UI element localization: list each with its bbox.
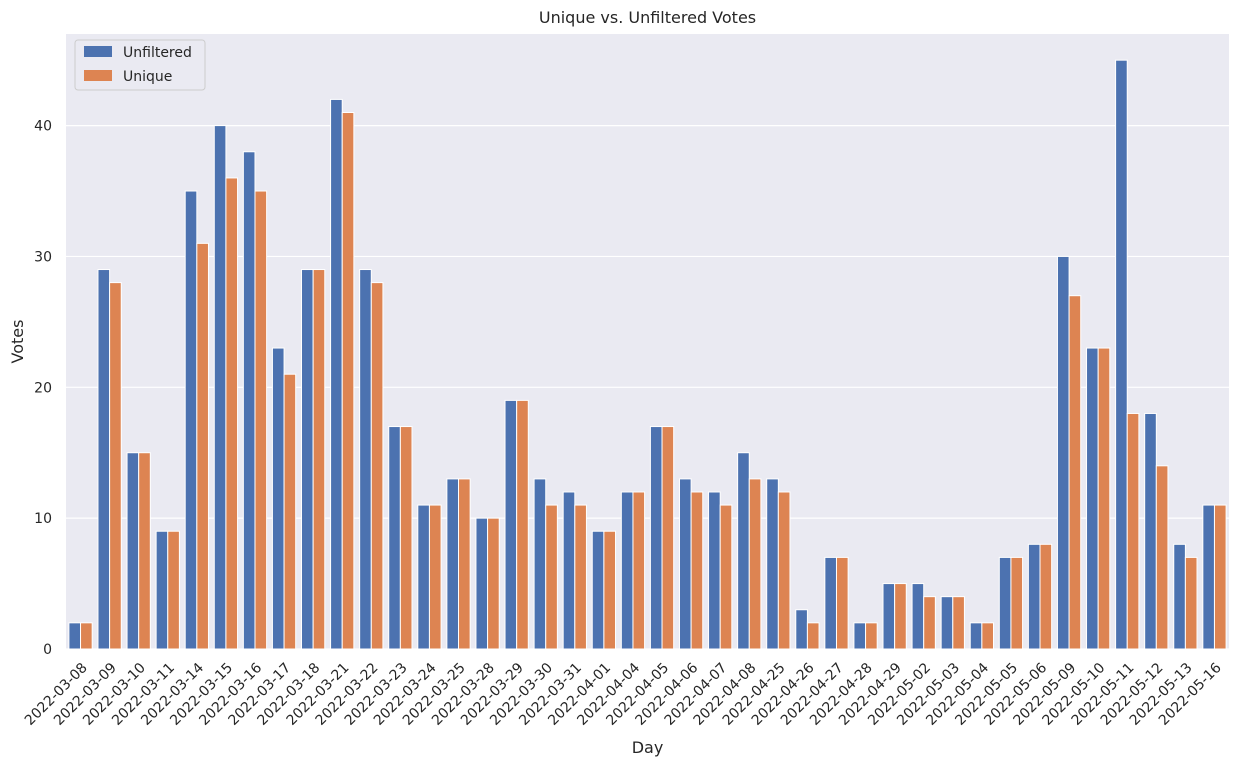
bar-unique bbox=[109, 282, 122, 650]
bar-unfiltered bbox=[1202, 504, 1215, 650]
bar-unique bbox=[981, 622, 994, 650]
bar-unfiltered bbox=[998, 556, 1012, 650]
bar-unique bbox=[138, 452, 151, 650]
bar-unique bbox=[923, 596, 936, 650]
bar-unique bbox=[1213, 504, 1227, 650]
bar-unfiltered bbox=[824, 556, 837, 650]
bar-unfiltered bbox=[213, 125, 227, 650]
bar-unique bbox=[196, 242, 209, 650]
legend-swatch-unfiltered bbox=[84, 46, 112, 57]
bar-unfiltered bbox=[242, 151, 256, 650]
bar-unfiltered bbox=[155, 530, 169, 650]
bar-unfiltered bbox=[853, 622, 867, 650]
bar-unique bbox=[1184, 556, 1198, 650]
plot-area bbox=[66, 34, 1229, 649]
bar-unfiltered bbox=[475, 517, 489, 650]
y-axis-title: Votes bbox=[8, 320, 27, 364]
bar-unfiltered bbox=[562, 491, 576, 650]
bar-unfiltered bbox=[940, 596, 954, 650]
bar-unique bbox=[661, 426, 675, 650]
bar-unfiltered bbox=[708, 491, 721, 650]
bar-unfiltered bbox=[126, 452, 140, 650]
bar-unfiltered bbox=[795, 609, 808, 650]
bar-unique bbox=[952, 596, 965, 650]
bar-unique bbox=[894, 583, 907, 650]
bar-unique bbox=[777, 491, 791, 650]
bar-unfiltered bbox=[184, 190, 198, 650]
bar-unique bbox=[1126, 412, 1140, 650]
bar-unique bbox=[1097, 347, 1111, 650]
bar-unfiltered bbox=[504, 399, 518, 650]
bar-unique bbox=[574, 504, 587, 650]
bar-unique bbox=[370, 282, 384, 650]
bar-unique bbox=[167, 530, 180, 650]
bar-unfiltered bbox=[68, 622, 82, 650]
bar-unique bbox=[865, 622, 878, 650]
bar-unique bbox=[632, 491, 646, 650]
bar-unfiltered bbox=[1115, 59, 1128, 650]
bar-unfiltered bbox=[911, 583, 925, 650]
bar-unique bbox=[1155, 465, 1169, 650]
bar-unique bbox=[312, 269, 326, 650]
bar-unfiltered bbox=[649, 426, 663, 650]
y-tick-label: 40 bbox=[34, 119, 52, 135]
x-axis-title: Day bbox=[632, 738, 664, 757]
bar-unique bbox=[254, 190, 268, 650]
bar-unfiltered bbox=[969, 622, 983, 650]
bar-unique bbox=[1039, 543, 1053, 650]
x-axis: 2022-03-082022-03-092022-03-102022-03-11… bbox=[22, 660, 1225, 729]
bar-unique bbox=[1010, 556, 1024, 650]
bar-unique bbox=[428, 504, 442, 650]
bar-unique bbox=[80, 622, 93, 650]
bar-unique bbox=[690, 491, 704, 650]
bar-unfiltered bbox=[1027, 543, 1041, 650]
bar-unfiltered bbox=[1173, 543, 1186, 650]
bar-unique bbox=[283, 373, 297, 650]
bar-unfiltered bbox=[271, 347, 285, 650]
y-axis: 0 10 20 30 40 bbox=[34, 119, 52, 658]
y-tick-label: 20 bbox=[34, 380, 52, 396]
bar-unique bbox=[225, 177, 239, 650]
bar-unique bbox=[748, 478, 762, 650]
bar-unique bbox=[341, 112, 355, 650]
bar-unique bbox=[835, 556, 849, 650]
bar-unfiltered bbox=[620, 491, 634, 650]
bar-unfiltered bbox=[417, 504, 430, 650]
bar-unfiltered bbox=[882, 583, 896, 650]
y-tick-label: 30 bbox=[34, 249, 52, 265]
bar-unique bbox=[516, 399, 529, 650]
bar-unfiltered bbox=[1056, 255, 1070, 650]
legend-label-unique: Unique bbox=[123, 69, 172, 85]
bar-unfiltered bbox=[1144, 412, 1157, 650]
bar-unique bbox=[806, 622, 820, 650]
legend: Unfiltered Unique bbox=[74, 39, 206, 91]
bar-unfiltered bbox=[330, 98, 343, 650]
bar-unfiltered bbox=[678, 478, 692, 650]
bar-unique bbox=[399, 426, 413, 650]
bar-unfiltered bbox=[301, 269, 314, 650]
legend-swatch-unique bbox=[84, 70, 112, 81]
bar-unfiltered bbox=[1086, 347, 1099, 650]
y-tick-label: 0 bbox=[43, 642, 52, 658]
bar-unfiltered bbox=[359, 269, 372, 650]
legend-label-unfiltered: Unfiltered bbox=[123, 45, 192, 61]
y-tick-label: 10 bbox=[34, 511, 52, 527]
bar-unique bbox=[545, 504, 558, 650]
bar-unfiltered bbox=[591, 530, 605, 650]
bar-unique bbox=[1068, 295, 1082, 650]
bar-unique bbox=[487, 517, 500, 650]
bar-unique bbox=[458, 478, 471, 650]
bar-unfiltered bbox=[737, 452, 750, 650]
bar-unfiltered bbox=[533, 478, 547, 650]
bar-unfiltered bbox=[97, 269, 111, 650]
bar-unfiltered bbox=[446, 478, 460, 650]
bar-unique bbox=[719, 504, 733, 650]
bar-unfiltered bbox=[766, 478, 779, 650]
bars bbox=[68, 59, 1227, 650]
bar-unfiltered bbox=[388, 426, 401, 650]
bar-unique bbox=[603, 530, 617, 650]
chart-title: Unique vs. Unfiltered Votes bbox=[539, 8, 756, 27]
